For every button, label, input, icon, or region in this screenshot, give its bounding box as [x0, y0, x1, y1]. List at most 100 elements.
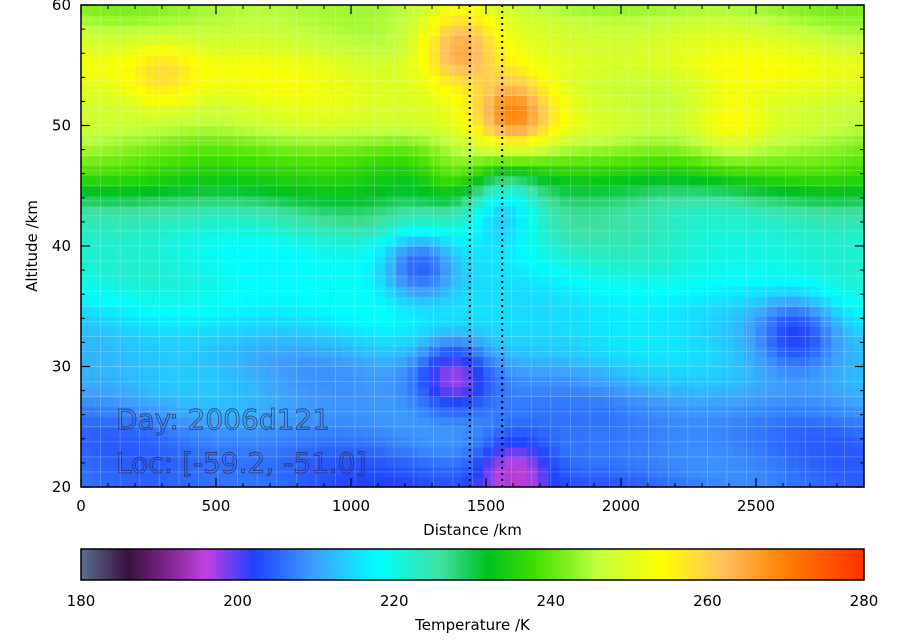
heatmap-cell: [494, 406, 506, 418]
colorbar-gradient: [80, 548, 865, 581]
heatmap-cell: [483, 145, 495, 157]
heatmap-cell: [755, 406, 767, 418]
heatmap-cell: [298, 135, 310, 147]
heatmap-cell: [537, 75, 550, 86]
heatmap-cell: [755, 326, 767, 337]
heatmap-cell: [798, 45, 811, 56]
heatmap-cell: [733, 205, 745, 217]
heatmap-cell: [309, 296, 321, 307]
heatmap-cell: [255, 135, 267, 147]
heatmap-cell: [146, 386, 158, 398]
heatmap-cell: [722, 376, 735, 388]
heatmap-cell: [168, 306, 180, 317]
heatmap-cell: [820, 396, 832, 408]
heatmap-cell: [102, 306, 115, 317]
heatmap-cell: [407, 125, 419, 137]
heatmap-cell: [559, 326, 571, 337]
heatmap-cell: [581, 15, 593, 26]
heatmap-cell: [842, 446, 854, 458]
heatmap-cell: [472, 135, 484, 147]
heatmap-cell: [809, 336, 822, 348]
heatmap-cell: [831, 276, 843, 287]
heatmap-cell: [483, 256, 495, 267]
heatmap-cell: [429, 266, 441, 277]
heatmap-cell: [396, 256, 408, 267]
heatmap-cell: [222, 235, 234, 247]
heatmap-cell: [352, 266, 365, 277]
heatmap-cell: [516, 85, 528, 96]
heatmap-cell: [842, 75, 854, 86]
heatmap-cell: [265, 436, 278, 448]
heatmap-cell: [113, 115, 126, 127]
heatmap-cell: [733, 286, 745, 297]
heatmap-cell: [396, 346, 408, 358]
heatmap-cell: [537, 45, 550, 56]
heatmap-cell: [700, 105, 713, 117]
heatmap-cell: [798, 225, 811, 237]
heatmap-cell: [581, 165, 593, 177]
heatmap-cell: [603, 426, 615, 438]
heatmap-cell: [853, 286, 865, 297]
heatmap-cell: [581, 65, 593, 76]
heatmap-cell: [820, 276, 832, 287]
heatmap-cell: [526, 55, 539, 66]
heatmap-cell: [505, 195, 517, 207]
heatmap-cell: [265, 376, 278, 388]
heatmap-cell: [624, 446, 637, 458]
heatmap-cell: [700, 165, 713, 177]
heatmap-cell: [711, 85, 724, 96]
heatmap-cell: [581, 366, 593, 378]
heatmap-cell: [450, 125, 463, 137]
heatmap-cell: [842, 436, 854, 448]
heatmap-cell: [287, 456, 300, 468]
heatmap-cell: [744, 306, 756, 317]
heatmap-cell: [352, 286, 365, 297]
heatmap-cell: [439, 426, 452, 438]
heatmap-cell: [135, 65, 147, 76]
heatmap-cell: [559, 436, 571, 448]
heatmap-cell: [211, 85, 223, 96]
heatmap-cell: [483, 205, 495, 217]
heatmap-cell: [244, 386, 256, 398]
heatmap-cell: [766, 25, 778, 36]
heatmap-cell: [733, 105, 745, 117]
heatmap-cell: [265, 25, 278, 36]
heatmap-cell: [276, 456, 289, 468]
heatmap-cell: [809, 165, 822, 177]
heatmap-cell: [700, 155, 713, 167]
heatmap-cell: [646, 476, 658, 488]
heatmap-cell: [798, 396, 811, 408]
heatmap-cell: [439, 65, 452, 76]
heatmap-cell: [320, 376, 332, 388]
heatmap-cell: [690, 195, 702, 207]
heatmap-cell: [255, 165, 267, 177]
heatmap-cell: [385, 356, 397, 368]
heatmap-cell: [657, 346, 669, 358]
heatmap-cell: [385, 155, 397, 167]
heatmap-cell: [407, 336, 419, 348]
heatmap-cell: [276, 246, 289, 257]
heatmap-cell: [211, 356, 223, 368]
heatmap-cell: [777, 416, 789, 428]
heatmap-cell: [363, 185, 376, 197]
heatmap-cell: [233, 145, 245, 157]
heatmap-cell: [157, 476, 169, 488]
heatmap-cell: [646, 205, 658, 217]
heatmap-cell: [342, 105, 354, 117]
heatmap-cell: [385, 386, 397, 398]
heatmap-cell: [700, 15, 713, 26]
heatmap-cell: [331, 446, 343, 458]
heatmap-cell: [657, 246, 669, 257]
heatmap-cell: [135, 246, 147, 257]
heatmap-cell: [450, 235, 463, 247]
heatmap-cell: [516, 35, 528, 46]
heatmap-cell: [516, 296, 528, 307]
heatmap-cell: [711, 246, 724, 257]
heatmap-cell: [385, 95, 397, 107]
heatmap-cell: [309, 35, 321, 46]
heatmap-cell: [766, 456, 778, 468]
heatmap-cell: [679, 396, 691, 408]
heatmap-cell: [537, 306, 550, 317]
heatmap-cell: [407, 366, 419, 378]
heatmap-cell: [635, 306, 648, 317]
